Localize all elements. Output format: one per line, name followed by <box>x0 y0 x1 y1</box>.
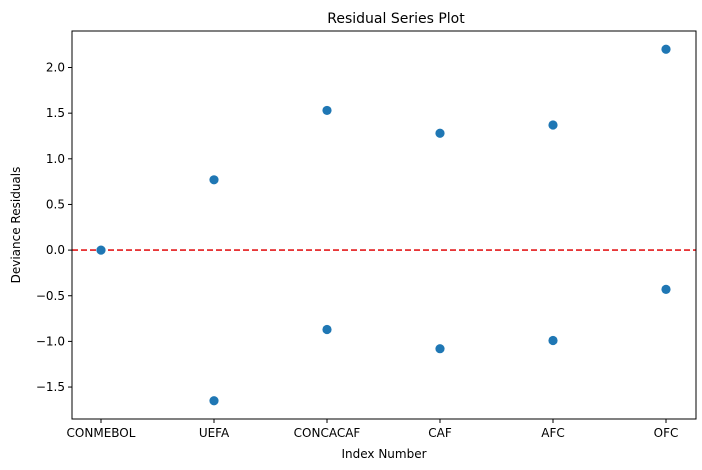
data-point-6 <box>435 344 445 354</box>
x-tick-label-uefa: UEFA <box>199 426 230 440</box>
x-tick-label-ofc: OFC <box>654 426 679 440</box>
x-tick-label-concacaf: CONCACAF <box>294 426 361 440</box>
data-point-5 <box>435 128 445 138</box>
y-tick-label-4: 0.5 <box>46 197 65 211</box>
data-point-7 <box>548 120 558 130</box>
y-tick-label-7: 2.0 <box>46 61 65 75</box>
data-point-10 <box>661 284 671 294</box>
x-tick-label-conmebol: CONMEBOL <box>67 426 136 440</box>
y-tick-label-0: −1.5 <box>36 380 65 394</box>
y-tick-label-3: 0.0 <box>46 243 65 257</box>
x-tick-label-afc: AFC <box>541 426 565 440</box>
y-tick-label-2: −0.5 <box>36 289 65 303</box>
plot-area-frame <box>71 30 697 420</box>
data-point-1 <box>209 175 219 185</box>
y-axis-label: Deviance Residuals <box>9 167 23 284</box>
data-point-9 <box>661 44 671 54</box>
data-point-8 <box>548 335 558 346</box>
data-point-0 <box>96 245 106 255</box>
data-point-4 <box>322 324 332 335</box>
chart-title: Residual Series Plot <box>327 11 465 27</box>
x-axis-label: Index Number <box>341 447 426 461</box>
x-tick-label-caf: CAF <box>428 426 452 440</box>
y-tick-label-6: 1.5 <box>46 106 65 120</box>
y-tick-label-5: 1.0 <box>46 152 65 166</box>
y-tick-label-1: −1.0 <box>36 334 65 348</box>
data-point-3 <box>322 105 332 116</box>
data-point-2 <box>209 396 219 406</box>
